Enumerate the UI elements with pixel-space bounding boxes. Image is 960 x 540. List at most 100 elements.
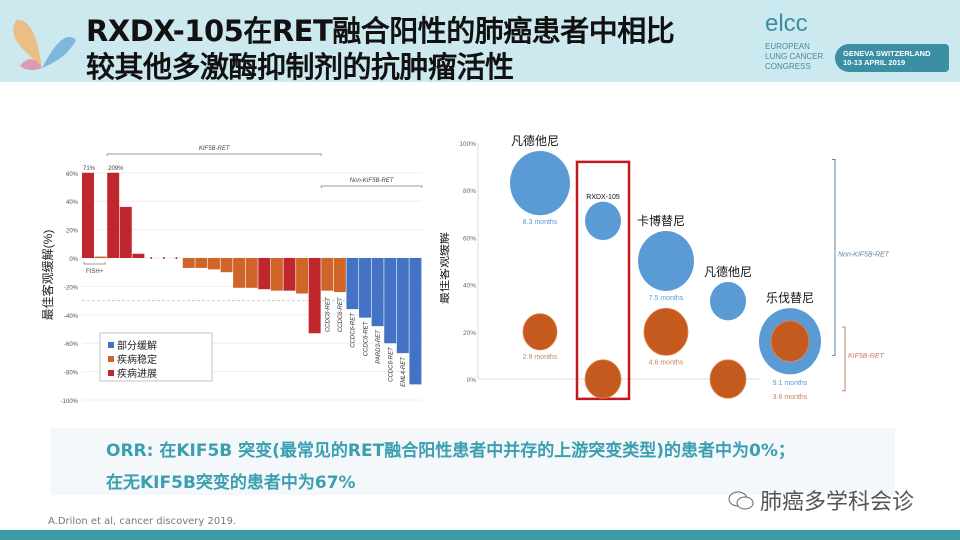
bar (321, 258, 334, 291)
y-axis-title: 最佳客观缓解(%) (40, 230, 55, 321)
y-axis-title: 最佳客观缓解 (440, 232, 451, 304)
legend-swatch (108, 342, 114, 348)
logo-sub-line: CONGRESS (765, 62, 811, 71)
drug-name: RXDX-105 (586, 194, 620, 201)
y-tick-label: 80% (463, 188, 476, 195)
non-kif5b-bracket (832, 159, 836, 356)
y-tick-label: 40% (66, 200, 79, 206)
pfs-non-kif5b: 8.3 months (523, 219, 558, 226)
bar (132, 253, 145, 258)
orr-line2: 在无KIF5B突变的患者中为67% (106, 473, 356, 493)
y-tick-label: -80% (64, 371, 79, 377)
drug-name: 凡德他尼 (704, 264, 752, 279)
legend-swatch (108, 370, 114, 376)
bar (258, 258, 271, 290)
orr-line1: ORR: 在KIF5B 突变(最常见的RET融合阳性患者中并存的上游突变类型)的… (106, 441, 795, 461)
fish-bracket (83, 262, 106, 265)
waterfall-chart: 60% 40% 20% 0% -20% -40% -60% -80% -100% 71% 209% C… (40, 146, 423, 410)
bar-cap-label: 71% (83, 166, 96, 172)
bubble-non-kif5b (585, 201, 621, 241)
header-banner: RXDX-105在RET融合阳性的肺癌患者中相比 较其他多激酶抑制剂的抗肿瘤活性… (0, 0, 960, 84)
y-tick-label: 20% (463, 330, 476, 337)
bar (107, 172, 120, 258)
bar-cap-label: 209% (108, 166, 124, 172)
legend-box (99, 332, 213, 382)
fusion-label: CCDC6-RET (326, 296, 332, 332)
fusion-label: CCDC6-RET (338, 296, 344, 332)
bar (233, 258, 246, 288)
placeholder-dot (162, 257, 165, 259)
legend-label: 部分缓解 (117, 339, 157, 352)
placeholder-dot (175, 257, 178, 259)
bubble-non-kif5b (710, 281, 746, 321)
drug-name: 卡博替尼 (637, 213, 685, 228)
y-tick-label: 40% (463, 283, 476, 290)
y-tick-label: 0% (69, 257, 78, 263)
watermark-text: 肺癌多学科会诊 (760, 490, 915, 515)
legend-label: 疾病稳定 (117, 353, 157, 366)
highlight-box (575, 160, 631, 401)
y-tick-label: 0% (467, 377, 477, 384)
wechat-watermark: 肺癌多学科会诊 (728, 484, 914, 516)
bar (409, 258, 422, 385)
bar (207, 258, 220, 270)
bar (359, 258, 372, 318)
fish-label: FISH+ (86, 269, 104, 275)
bar (245, 258, 258, 288)
bar (308, 258, 321, 334)
pfs-kif5b: 4.6 months (649, 359, 684, 366)
congress-location: GENEVA SWITZERLAND (843, 49, 931, 58)
legend-swatch (108, 356, 114, 362)
citation: A.Drilon et al, cancer discovery 2019. (48, 516, 237, 527)
bubble-non-kif5b (510, 151, 570, 216)
congress-dates: 10-13 APRIL 2019 (843, 58, 906, 67)
non-kif5b-group-label: Non-KIF5B-RET (838, 251, 890, 258)
fusion-label: CCDC6-RET (351, 312, 357, 348)
non-kif5b-label: Non-KIF5B-RET (350, 178, 395, 184)
bar (270, 258, 283, 291)
bar (384, 258, 397, 344)
bar (371, 258, 384, 327)
logo-sub-line: EUROPEAN (765, 42, 810, 51)
drug-name: 凡德他尼 (511, 133, 559, 148)
footer-bar (0, 530, 960, 540)
pfs-non-kif5b: 9.1 months (773, 380, 808, 387)
kif5b-bracket (842, 326, 846, 392)
bubble-kif5b (770, 320, 810, 362)
y-tick-label: -20% (64, 285, 79, 291)
bar (195, 258, 208, 268)
kif5b-label: KIF5B-RET (199, 146, 231, 152)
slide-title-line1: RXDX-105在RET融合阳性的肺癌患者中相比 (86, 14, 675, 48)
bubble-kif5b (584, 359, 622, 399)
fusion-label: PARD3-RET (376, 329, 382, 364)
wechat-icon (728, 491, 754, 510)
slide-title-line2: 较其他多激酶抑制剂的抗肿瘤活性 (86, 50, 514, 84)
bubble-kif5b (709, 359, 747, 399)
bar (296, 258, 309, 294)
congress-location-badge: GENEVA SWITZERLAND 10-13 APRIL 2019 (835, 44, 949, 72)
kif5b-group-label: KIF5B-RET (848, 353, 885, 360)
fusion-label: CCDC6-RET (389, 346, 395, 382)
pfs-kif5b: 2.9 months (523, 354, 558, 361)
bar (283, 258, 296, 291)
y-tick-label: -100% (61, 399, 79, 405)
bar (119, 206, 132, 258)
fusion-label: EML4-RET (414, 387, 420, 410)
bubble-chart: 100% 80% 60% 40% 20% 0% 最佳客观缓解 凡德他尼 8.3 months 2.… (440, 133, 890, 401)
fusion-label: EML4-RET (401, 356, 407, 387)
y-tick-label: -40% (64, 314, 79, 320)
butterfly-logo-icon (13, 19, 76, 70)
orr-summary-box: ORR: 在KIF5B 突变(最常见的RET融合阳性患者中并存的上游突变类型)的… (50, 428, 895, 495)
y-tick-label: 60% (66, 172, 79, 178)
bar (333, 258, 346, 293)
bar (346, 258, 359, 310)
pfs-non-kif5b: 7.5 months (649, 295, 684, 302)
y-tick-label: 20% (66, 229, 79, 235)
elcc-subtitle: EUROPEAN LUNG CANCER CONGRESS (765, 42, 823, 72)
fusion-label: CCDC6-RET (363, 320, 369, 356)
bar (220, 258, 233, 273)
bar (82, 172, 94, 258)
y-tick-label: -60% (64, 342, 79, 348)
bar (182, 258, 195, 268)
legend-label: 疾病进展 (117, 367, 157, 380)
